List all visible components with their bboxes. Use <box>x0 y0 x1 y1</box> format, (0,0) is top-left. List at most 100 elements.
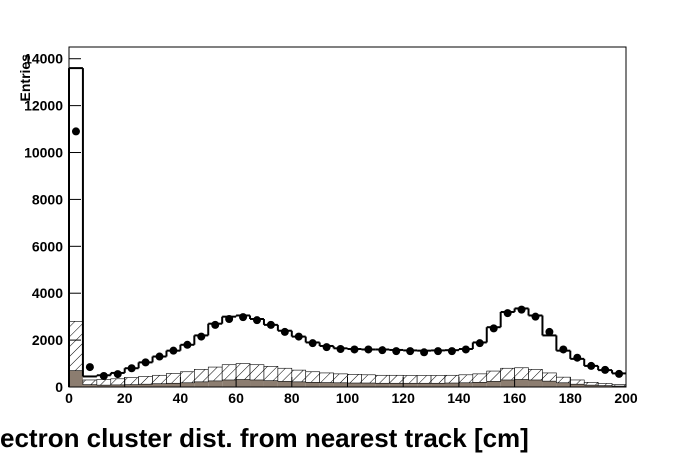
bar <box>194 381 209 387</box>
hatched-bar <box>528 369 543 381</box>
bar <box>417 383 432 387</box>
hatched-bar <box>96 379 112 386</box>
bar <box>69 370 83 387</box>
hatched-bar <box>249 364 265 381</box>
hatched-bar <box>347 374 362 384</box>
hatched-bar <box>82 379 98 385</box>
bar <box>375 383 390 387</box>
bar <box>82 384 97 387</box>
hatched-bar <box>152 374 167 385</box>
hatched-bar <box>333 373 348 384</box>
bar <box>431 383 445 387</box>
bar <box>333 382 348 387</box>
hatched-bar <box>458 374 474 384</box>
bar <box>347 383 362 387</box>
data-point <box>85 363 94 372</box>
x-tick-label: 80 <box>284 390 300 406</box>
data-point <box>573 353 582 362</box>
data-point <box>266 320 275 329</box>
data-point <box>308 339 317 348</box>
hatched-bar <box>556 376 571 384</box>
y-tick-label: 12000 <box>24 98 63 114</box>
hatched-bar <box>138 376 153 385</box>
bar <box>361 383 376 387</box>
bar <box>250 379 264 387</box>
bar <box>514 379 529 387</box>
y-tick-label: 4000 <box>32 285 63 301</box>
data-point <box>461 345 470 354</box>
bar <box>472 382 487 387</box>
hatched-bar <box>305 371 320 383</box>
hatched-bar <box>597 383 613 386</box>
data-point <box>211 320 220 329</box>
data-point <box>503 309 512 318</box>
x-tick-label: 200 <box>614 390 638 406</box>
data-point <box>392 347 401 356</box>
bar <box>152 383 167 387</box>
hatched-bar <box>542 372 557 382</box>
y-tick-label: 8000 <box>32 191 63 207</box>
bar <box>458 382 473 387</box>
data-point <box>601 365 610 374</box>
data-point <box>447 347 456 356</box>
data-point <box>197 332 206 341</box>
hatched-bar <box>361 374 376 384</box>
hatched-bar <box>68 321 84 371</box>
hatched-bar <box>611 384 627 387</box>
hatched-bar <box>472 373 488 383</box>
hatched-bar <box>500 367 515 381</box>
hatched-bar <box>319 372 334 383</box>
x-tick-label: 100 <box>336 390 360 406</box>
x-tick-label: 20 <box>117 390 133 406</box>
data-point <box>322 343 331 352</box>
bar <box>208 380 223 387</box>
bar <box>110 384 125 387</box>
bar <box>305 382 320 387</box>
data-point <box>559 345 568 354</box>
data-point <box>294 332 303 341</box>
bar <box>570 384 585 387</box>
y-tick-label: 6000 <box>32 238 63 254</box>
x-tick-label: 160 <box>503 390 527 406</box>
hatched-bar <box>375 374 390 384</box>
hatched-bar <box>180 371 195 384</box>
bar <box>500 379 515 387</box>
data-point <box>434 347 443 356</box>
data-point <box>587 361 596 370</box>
x-tick-label: 40 <box>173 390 189 406</box>
data-point <box>113 370 122 379</box>
bar <box>389 383 404 387</box>
bar <box>556 382 571 387</box>
hatched-bar <box>263 366 279 381</box>
bar <box>263 380 278 387</box>
data-point <box>127 364 136 373</box>
data-point <box>280 327 289 336</box>
data-point <box>531 312 540 321</box>
bar <box>236 379 251 387</box>
hatched-bar <box>388 374 404 384</box>
data-point <box>169 346 178 355</box>
data-point <box>545 327 554 336</box>
hatched-bar <box>583 382 599 386</box>
data-point <box>183 340 192 349</box>
hatched-bar <box>486 370 501 382</box>
data-point <box>406 347 415 356</box>
data-point <box>336 345 345 354</box>
hatched-bar <box>110 378 126 386</box>
y-tick-label: 10000 <box>24 145 63 161</box>
bar <box>277 381 292 387</box>
data-point <box>99 371 108 380</box>
x-tick-label: 180 <box>559 390 583 406</box>
data-point <box>350 345 359 354</box>
bar <box>96 385 111 387</box>
data-point <box>141 358 150 367</box>
bar <box>486 381 501 387</box>
hatched-bar <box>444 374 460 384</box>
data-point <box>239 313 248 322</box>
hatched-bar <box>207 366 223 382</box>
hatched-bar <box>569 379 585 385</box>
data-point <box>475 339 484 348</box>
hatched-bar <box>514 367 529 380</box>
x-tick-label: 0 <box>65 390 73 406</box>
